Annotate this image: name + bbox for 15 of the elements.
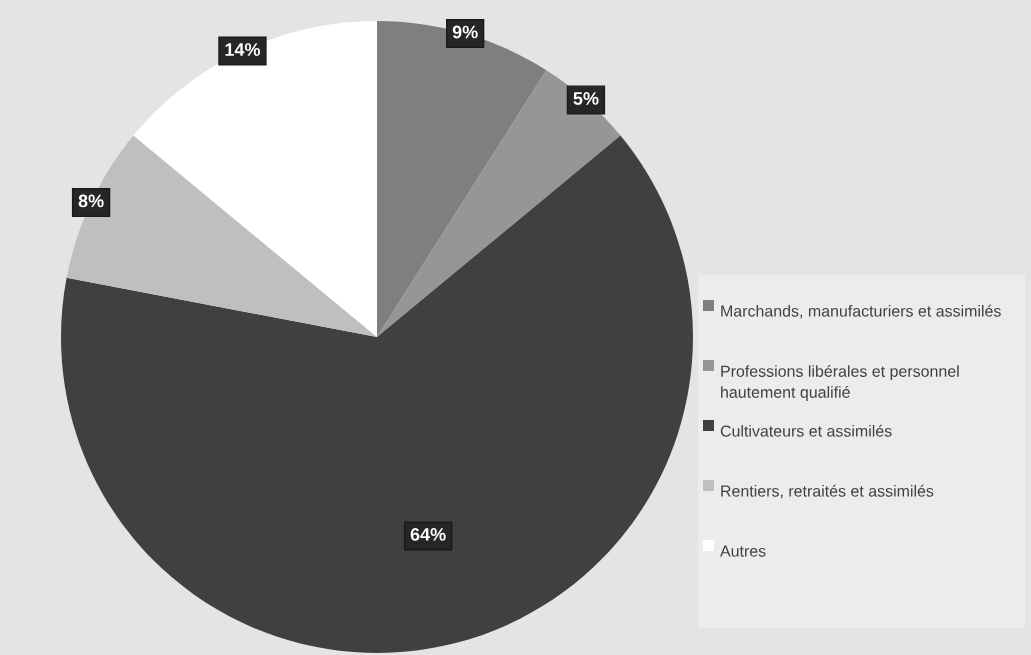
data-label: 64%	[410, 528, 446, 541]
data-label: 5%	[573, 92, 599, 105]
pie-slice	[377, 70, 621, 337]
legend-label: Cultivateurs et assimilés	[720, 424, 892, 437]
data-label: 14%	[225, 43, 261, 56]
pie-slice	[377, 21, 547, 337]
legend-label: Rentiers, retraités et assimilés	[721, 484, 934, 499]
pie-slice	[66, 135, 377, 337]
legend-label: Autres	[720, 545, 766, 557]
legend-label: Professions libérales et personnel hautement qualifié	[721, 365, 959, 402]
pie-slice	[61, 135, 693, 653]
data-label: 8%	[78, 194, 104, 208]
data-label: 9%	[452, 25, 478, 39]
pie-slice	[133, 21, 377, 337]
legend-label: Marchands, manufacturiers et assimilés	[721, 304, 1001, 319]
